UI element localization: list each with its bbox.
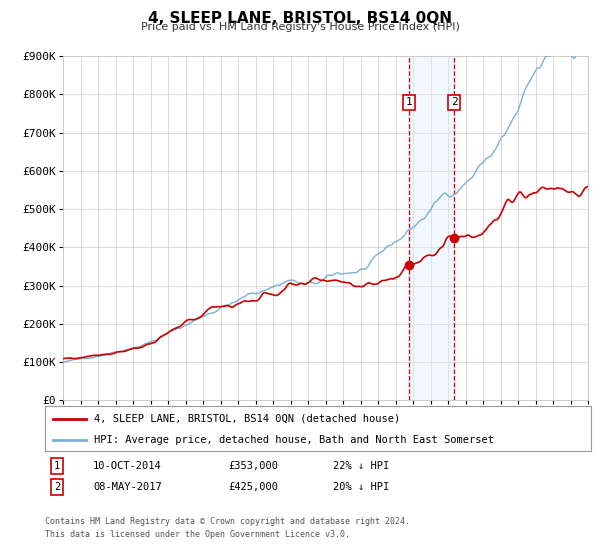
Text: Contains HM Land Registry data © Crown copyright and database right 2024.: Contains HM Land Registry data © Crown c… bbox=[45, 517, 410, 526]
Text: 10-OCT-2014: 10-OCT-2014 bbox=[93, 461, 162, 471]
Text: 2: 2 bbox=[54, 482, 60, 492]
Text: 08-MAY-2017: 08-MAY-2017 bbox=[93, 482, 162, 492]
Text: 4, SLEEP LANE, BRISTOL, BS14 0QN: 4, SLEEP LANE, BRISTOL, BS14 0QN bbox=[148, 11, 452, 26]
Text: This data is licensed under the Open Government Licence v3.0.: This data is licensed under the Open Gov… bbox=[45, 530, 350, 539]
Text: 1: 1 bbox=[406, 97, 413, 108]
Text: Price paid vs. HM Land Registry's House Price Index (HPI): Price paid vs. HM Land Registry's House … bbox=[140, 22, 460, 32]
Text: £425,000: £425,000 bbox=[228, 482, 278, 492]
Text: 2: 2 bbox=[451, 97, 458, 108]
Text: 20% ↓ HPI: 20% ↓ HPI bbox=[333, 482, 389, 492]
Text: 1: 1 bbox=[54, 461, 60, 471]
Text: £353,000: £353,000 bbox=[228, 461, 278, 471]
Bar bbox=[409, 56, 454, 400]
Text: HPI: Average price, detached house, Bath and North East Somerset: HPI: Average price, detached house, Bath… bbox=[94, 435, 494, 445]
Text: 22% ↓ HPI: 22% ↓ HPI bbox=[333, 461, 389, 471]
Text: 4, SLEEP LANE, BRISTOL, BS14 0QN (detached house): 4, SLEEP LANE, BRISTOL, BS14 0QN (detach… bbox=[94, 413, 400, 423]
